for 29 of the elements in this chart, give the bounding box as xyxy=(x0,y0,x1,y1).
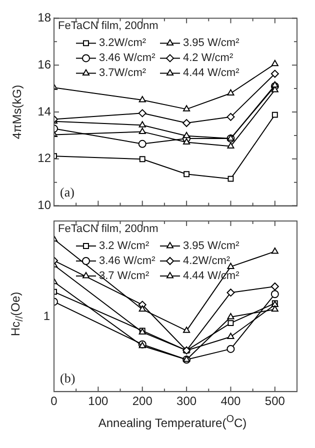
x-tick-label: 200 xyxy=(132,394,153,408)
legend-label: 3.46 W/cm² xyxy=(99,255,156,268)
annotation: (b) xyxy=(60,370,76,386)
legend-title: FeTaCN film, 200nm xyxy=(58,20,158,32)
x-tick-label: 0 xyxy=(50,394,58,408)
y-tick-label: 10 xyxy=(38,198,52,212)
y-tick-label: 12 xyxy=(38,151,52,166)
legend-label: 3.95 W/cm² xyxy=(183,240,240,252)
y-tick-label: 18 xyxy=(38,10,52,25)
legend-label: 4.2W/cm² xyxy=(183,255,230,268)
legend-title: FeTaCN film, 200nm xyxy=(58,223,158,236)
legend-label: 4.2 W/cm² xyxy=(183,52,234,64)
legend-label: 4.44 W/cm² xyxy=(183,67,240,80)
legend-label: 3.7W/cm² xyxy=(99,67,146,80)
x-tick-label: 300 xyxy=(176,394,197,408)
legend-label: 3.2W/cm² xyxy=(99,37,146,50)
y-axis-title: 4πMs(kG) xyxy=(10,84,24,140)
x-tick-label: 100 xyxy=(88,394,109,408)
y-tick-label: 16 xyxy=(38,57,52,72)
legend-label: 3.95 W/cm² xyxy=(183,37,240,50)
x-tick-label: 500 xyxy=(264,394,286,408)
text: 1 xyxy=(43,308,50,323)
x-tick-label: 400 xyxy=(220,394,242,408)
legend-label: 3.2 W/cm² xyxy=(99,240,150,252)
annotation: (a) xyxy=(60,184,74,200)
x-axis-title: Annealing Temperature($^{O}$C) xyxy=(97,414,248,430)
y-tick-label: 14 xyxy=(38,104,52,118)
legend-label: 3.46 W/cm² xyxy=(99,52,156,64)
legend-label: 3.7 W/cm² xyxy=(99,270,150,282)
